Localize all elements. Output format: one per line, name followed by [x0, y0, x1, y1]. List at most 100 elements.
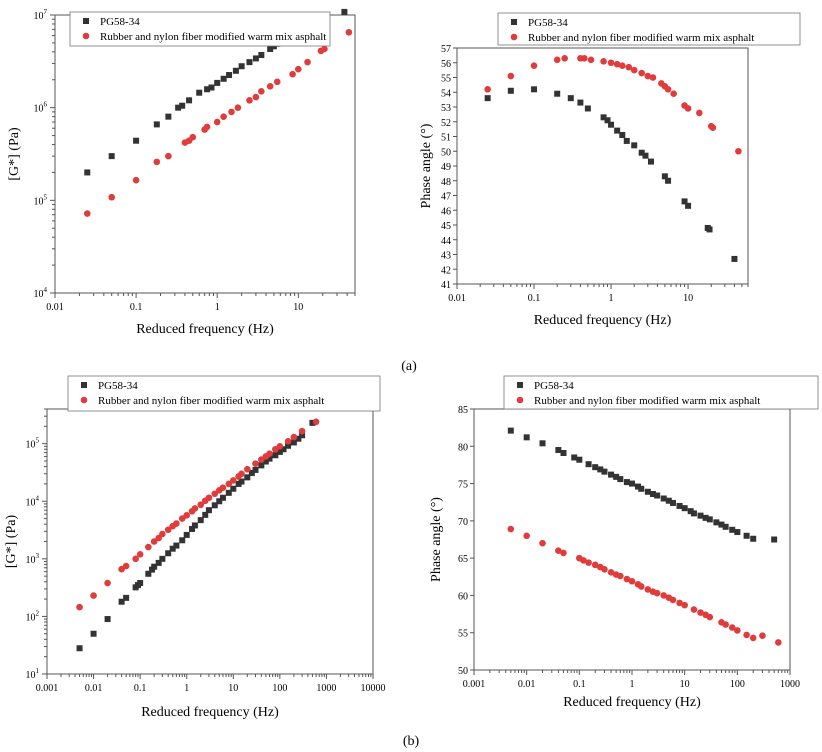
data-point-square [567, 95, 574, 102]
legend-box [69, 11, 331, 47]
data-point-circle [735, 147, 742, 155]
chart-b-left: 0.001 0.01 0.1 1 10 100 1000 10000 101 102 103 104 1… [4, 375, 386, 720]
data-point-square [285, 442, 292, 449]
x-tick-label: 0.1 [573, 679, 586, 690]
y-tick-label: 104 [34, 286, 48, 300]
data-point-circle [743, 631, 750, 639]
data-point-square [232, 67, 239, 74]
series-series1 [76, 419, 316, 652]
data-point-square [258, 462, 265, 469]
data-point-square [186, 97, 193, 104]
y-tick-label: 41 [441, 280, 451, 291]
legend-marker-series2 [510, 33, 518, 41]
data-point-circle [681, 601, 688, 609]
data-point-square [722, 523, 729, 530]
legend-label-series1: PG58-34 [98, 380, 138, 392]
y-tick-label: 46 [441, 206, 451, 217]
data-point-square [731, 255, 738, 262]
data-point-square [90, 630, 97, 637]
panel-label-a: (a) [401, 359, 417, 374]
data-point-circle [321, 45, 328, 53]
y-tick-label: 55 [441, 74, 451, 85]
plot-frame [54, 14, 356, 294]
data-point-circle [122, 562, 130, 570]
data-point-square [165, 113, 172, 120]
legend-label-series1: PG58-34 [534, 380, 574, 392]
y-tick-label: 56 [441, 59, 451, 70]
y-tick-label: 105 [34, 193, 48, 207]
data-point-circle [290, 433, 298, 441]
legend-label-series2: Rubber and nylon fiber modified warm mix… [528, 32, 754, 44]
data-point-square [219, 494, 226, 501]
data-point-circle [669, 596, 677, 604]
chart-a-right: 0.01 0.1 1 10 41 42 43 44 45 46 47 48 49 50 51 52 53 54 55… [419, 12, 801, 328]
data-point-square [179, 102, 186, 109]
data-point-circle [276, 443, 284, 450]
data-point-circle [660, 592, 668, 599]
data-point-square [608, 471, 615, 478]
legend: PG58-34 Rubber and nylon fiber modified w… [497, 12, 801, 46]
data-point-circle [628, 577, 636, 585]
data-point-square [614, 127, 621, 134]
data-point-square [665, 177, 672, 184]
data-point-square [145, 570, 152, 577]
data-point-square [267, 45, 274, 52]
data-point-square [661, 173, 668, 180]
data-point-circle [709, 124, 717, 131]
data-point-circle [76, 603, 83, 611]
data-point-square [173, 542, 180, 549]
data-point-square [585, 461, 592, 468]
y-tick-label: 101 [26, 667, 40, 681]
data-point-square [175, 104, 182, 111]
legend-label-series2: Rubber and nylon fiber modified warm mix… [100, 31, 326, 43]
data-point-square [137, 580, 144, 587]
data-point-circle [591, 561, 599, 569]
data-point-circle [670, 90, 677, 98]
x-axis-label: Reduced frequency (Hz) [563, 695, 701, 710]
legend-box [497, 12, 801, 46]
data-point-circle [108, 193, 115, 201]
x-tick-label: 10 [680, 679, 690, 690]
y-tick-label: 54 [441, 88, 451, 99]
data-point-square [734, 529, 741, 536]
y-axis-label: [G*] (Pa) [7, 127, 22, 181]
data-point-circle [164, 526, 172, 534]
y-tick-label: 51 [441, 133, 451, 144]
data-point-square [202, 511, 209, 518]
series-series1 [484, 86, 738, 262]
series-series2 [76, 418, 320, 611]
y-tick-label: 43 [441, 251, 451, 262]
data-point-circle [585, 559, 592, 566]
x-tick-label: 0.01 [518, 679, 536, 690]
data-point-square [619, 132, 626, 139]
data-point-square [635, 483, 642, 490]
data-point-square [151, 563, 158, 570]
data-point-square [604, 117, 611, 124]
data-point-square [246, 59, 253, 66]
data-point-square [706, 226, 713, 233]
data-point-circle [312, 418, 320, 426]
data-point-square [597, 466, 604, 473]
x-tick-label: 10 [293, 302, 303, 313]
data-point-square [687, 508, 694, 515]
data-point-square [262, 458, 269, 465]
data-point-square [560, 449, 567, 456]
data-point-circle [649, 74, 657, 81]
data-point-square [629, 480, 635, 487]
data-point-square [179, 537, 186, 544]
data-point-square [238, 63, 245, 70]
data-point-square [118, 598, 125, 605]
legend-box [503, 375, 819, 410]
legend-marker-series2 [516, 396, 524, 404]
data-point-square [84, 169, 91, 176]
legend-label-series1: PG58-34 [100, 16, 140, 28]
legend-label-series2: Rubber and nylon fiber modified warm mix… [534, 395, 760, 407]
data-point-square [750, 535, 757, 542]
data-point-circle [165, 152, 172, 160]
data-point-square [681, 505, 688, 512]
data-point-square [226, 72, 233, 79]
data-point-square [531, 86, 538, 93]
data-point-square [654, 492, 661, 499]
data-point-square [631, 142, 638, 149]
data-point-square [484, 95, 491, 102]
